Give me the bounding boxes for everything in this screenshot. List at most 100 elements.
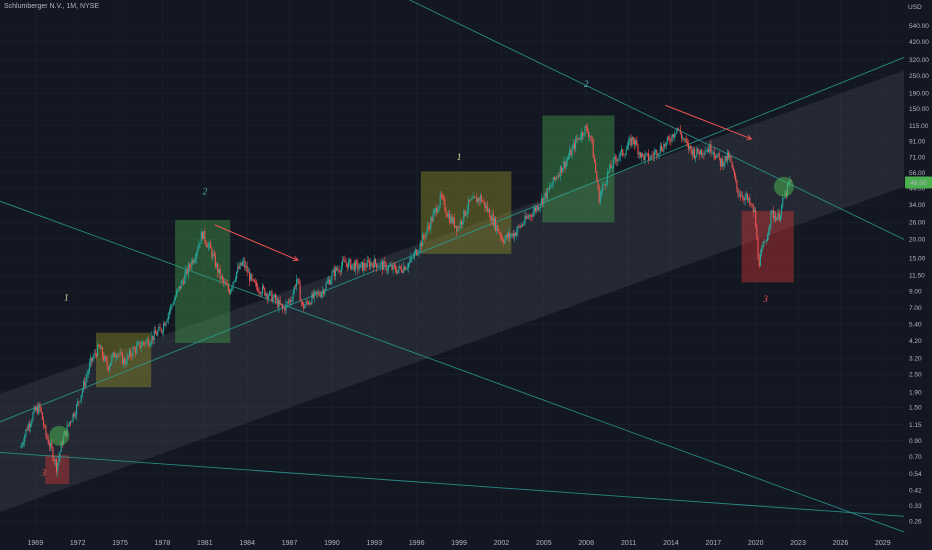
candle-body xyxy=(703,153,705,155)
candle-body xyxy=(280,304,282,306)
candle-body xyxy=(649,159,651,161)
candle-body xyxy=(572,143,574,148)
candle-body xyxy=(651,155,653,157)
y-tick-label: 420.00 xyxy=(909,39,929,46)
candle-body xyxy=(595,162,597,172)
candle-body xyxy=(704,151,706,155)
candle-body xyxy=(600,190,603,195)
candle-body xyxy=(622,149,624,156)
candle-body xyxy=(626,146,628,150)
candle-body xyxy=(630,138,632,146)
candle-body xyxy=(644,154,646,161)
candle-body xyxy=(112,352,114,357)
candle-body xyxy=(576,138,578,140)
candle-body xyxy=(593,157,595,163)
candle-body xyxy=(70,422,72,423)
candle-body xyxy=(300,300,302,302)
x-tick-label: 1990 xyxy=(324,540,340,547)
candle-body xyxy=(205,241,207,245)
candle-body xyxy=(272,297,274,302)
candle-body xyxy=(669,138,671,142)
candle-body xyxy=(567,157,570,160)
candle-body xyxy=(98,344,100,346)
candle-body xyxy=(347,260,349,268)
candle-body xyxy=(596,171,598,181)
candle-body xyxy=(741,195,743,197)
price-axis[interactable]: USD 540.00 420.00 320.00 250.00 190.00 150.00 1… xyxy=(905,4,932,525)
candle-body xyxy=(26,429,28,431)
candle-body xyxy=(296,279,298,287)
candle-body xyxy=(498,231,500,233)
candle-body xyxy=(380,262,382,264)
candle-body xyxy=(267,295,269,299)
x-tick-label: 2005 xyxy=(536,540,552,547)
candle-body xyxy=(83,381,85,390)
candle-body xyxy=(301,301,304,305)
candle-body xyxy=(629,138,631,141)
candle-body xyxy=(698,152,700,155)
candle-body xyxy=(228,290,231,294)
candle-body xyxy=(68,422,70,426)
candle-body xyxy=(80,394,82,402)
x-tick-label: 2029 xyxy=(875,540,891,547)
candle-body xyxy=(158,326,160,332)
candle-body xyxy=(132,348,134,357)
candle-body xyxy=(201,232,204,239)
candle-body xyxy=(522,224,524,226)
candle-body xyxy=(97,344,99,357)
candle-body xyxy=(692,149,694,156)
candle-body xyxy=(197,249,199,253)
candle-body xyxy=(529,214,531,218)
candle-body xyxy=(776,217,778,221)
candle-body xyxy=(383,261,385,270)
candle-body xyxy=(484,201,486,209)
candle-body xyxy=(409,261,411,264)
candle-body xyxy=(702,153,704,155)
candle-body xyxy=(519,226,521,228)
candle-body xyxy=(374,258,377,264)
candle-body xyxy=(394,266,397,271)
candle-body xyxy=(613,157,615,159)
candle-body xyxy=(253,280,255,283)
candle-body xyxy=(545,192,547,199)
candle-body xyxy=(679,129,681,134)
candle-body xyxy=(473,196,475,198)
y-tick-label: 0.33 xyxy=(909,503,922,510)
candle-body xyxy=(771,210,773,212)
candle-body xyxy=(559,166,561,177)
candle-body xyxy=(274,294,276,301)
candle-body xyxy=(244,260,246,268)
candle-body xyxy=(504,238,506,244)
candle-body xyxy=(430,218,432,230)
candle-body xyxy=(128,350,131,357)
candle-body xyxy=(35,407,38,411)
arrow-annotations xyxy=(214,104,753,261)
candle-body xyxy=(684,139,686,140)
candle-body xyxy=(460,221,462,225)
candle-body xyxy=(231,287,233,290)
candle-body xyxy=(317,292,319,294)
highlight-boxes xyxy=(45,115,794,485)
time-axis[interactable]: 1969 1972 1975 1978 1981 1984 1987 1990 1993 1996… xyxy=(28,540,891,547)
candle-body xyxy=(266,293,268,299)
candle-body xyxy=(502,237,504,242)
candle-body xyxy=(660,145,663,151)
candle-body xyxy=(358,268,360,270)
candle-body xyxy=(464,210,466,216)
arrow-line xyxy=(214,224,299,261)
candle-body xyxy=(118,354,120,356)
candle-body xyxy=(555,177,557,180)
y-tick-label: 91.00 xyxy=(909,138,926,145)
candle-body xyxy=(397,269,399,274)
candle-body xyxy=(744,196,746,201)
candle-body xyxy=(577,138,579,140)
candle-body xyxy=(658,152,660,155)
candle-body xyxy=(341,260,344,266)
symbol-title: Schlumberger N.V., 1M, NYSE xyxy=(4,3,100,10)
candle-body xyxy=(765,241,767,242)
candle-body xyxy=(111,356,113,363)
candle-body xyxy=(648,153,650,161)
arrow-head xyxy=(293,256,300,261)
candle-body xyxy=(526,216,528,219)
